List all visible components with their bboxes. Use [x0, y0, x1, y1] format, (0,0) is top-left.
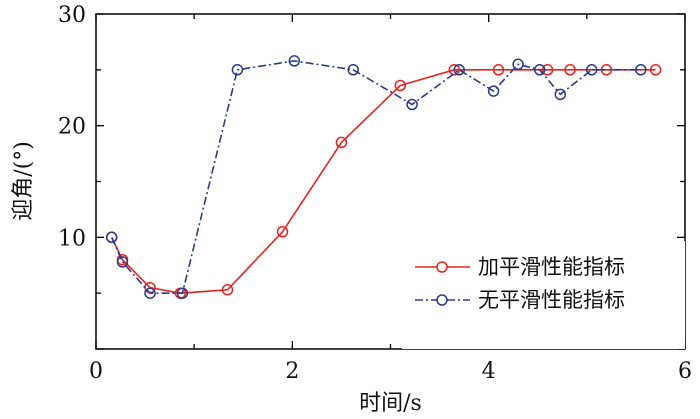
series-0-point-10 — [541, 64, 554, 76]
legend-entry-smooth: 加平滑性能指标 — [415, 255, 625, 279]
series-1-point-13 — [585, 64, 598, 76]
legend: 加平滑性能指标 无平滑性能指标 — [402, 241, 685, 349]
series-1-point-1 — [116, 256, 129, 268]
y-axis-label: 迎角/(°) — [11, 141, 36, 221]
legend-label-nosmooth: 无平滑性能指标 — [478, 288, 625, 312]
x-tick-label-3: 6 — [678, 359, 692, 384]
legend-box — [402, 241, 685, 349]
legend-marker-nosmooth — [436, 294, 448, 306]
series-1-point-11 — [533, 64, 546, 76]
series-1-point-12 — [554, 88, 567, 101]
series-0-point-7 — [394, 79, 407, 92]
series-0-point-11 — [564, 64, 576, 76]
series-1-point-7 — [406, 98, 418, 111]
series-1-point-8 — [453, 64, 465, 76]
series-layer — [105, 55, 662, 299]
series-1-point-9 — [487, 85, 500, 97]
series-0-point-8 — [448, 64, 461, 76]
series-1-point-14 — [635, 64, 647, 76]
series-0-point-13 — [649, 64, 662, 76]
series-1-point-6 — [347, 64, 359, 76]
series-1-point-0 — [105, 231, 118, 244]
series-1-point-10 — [512, 58, 524, 71]
tick-labels: 0 2 4 6 10 20 30 — [58, 3, 692, 384]
series-1-point-4 — [231, 64, 244, 76]
series-0-point-6 — [335, 136, 348, 149]
x-tick-label-1: 2 — [285, 359, 299, 384]
legend-entry-nosmooth: 无平滑性能指标 — [415, 288, 625, 312]
series-1-point-2 — [144, 287, 156, 299]
y-tick-label-2: 30 — [58, 3, 86, 28]
x-axis-label: 时间/s — [359, 391, 422, 416]
series-line-1 — [110, 60, 641, 295]
y-tick-label-1: 20 — [58, 115, 86, 140]
series-0-point-4 — [221, 284, 234, 296]
x-tick-label-0: 0 — [89, 359, 103, 384]
series-0-point-9 — [492, 64, 505, 76]
legend-marker-smooth — [436, 261, 448, 273]
y-tick-label-0: 10 — [58, 226, 86, 251]
legend-label-smooth: 加平滑性能指标 — [478, 255, 625, 279]
series-0-point-5 — [276, 226, 289, 238]
series-1-point-3 — [176, 287, 189, 299]
series-1-point-5 — [288, 55, 301, 67]
x-tick-label-2: 4 — [482, 359, 496, 384]
